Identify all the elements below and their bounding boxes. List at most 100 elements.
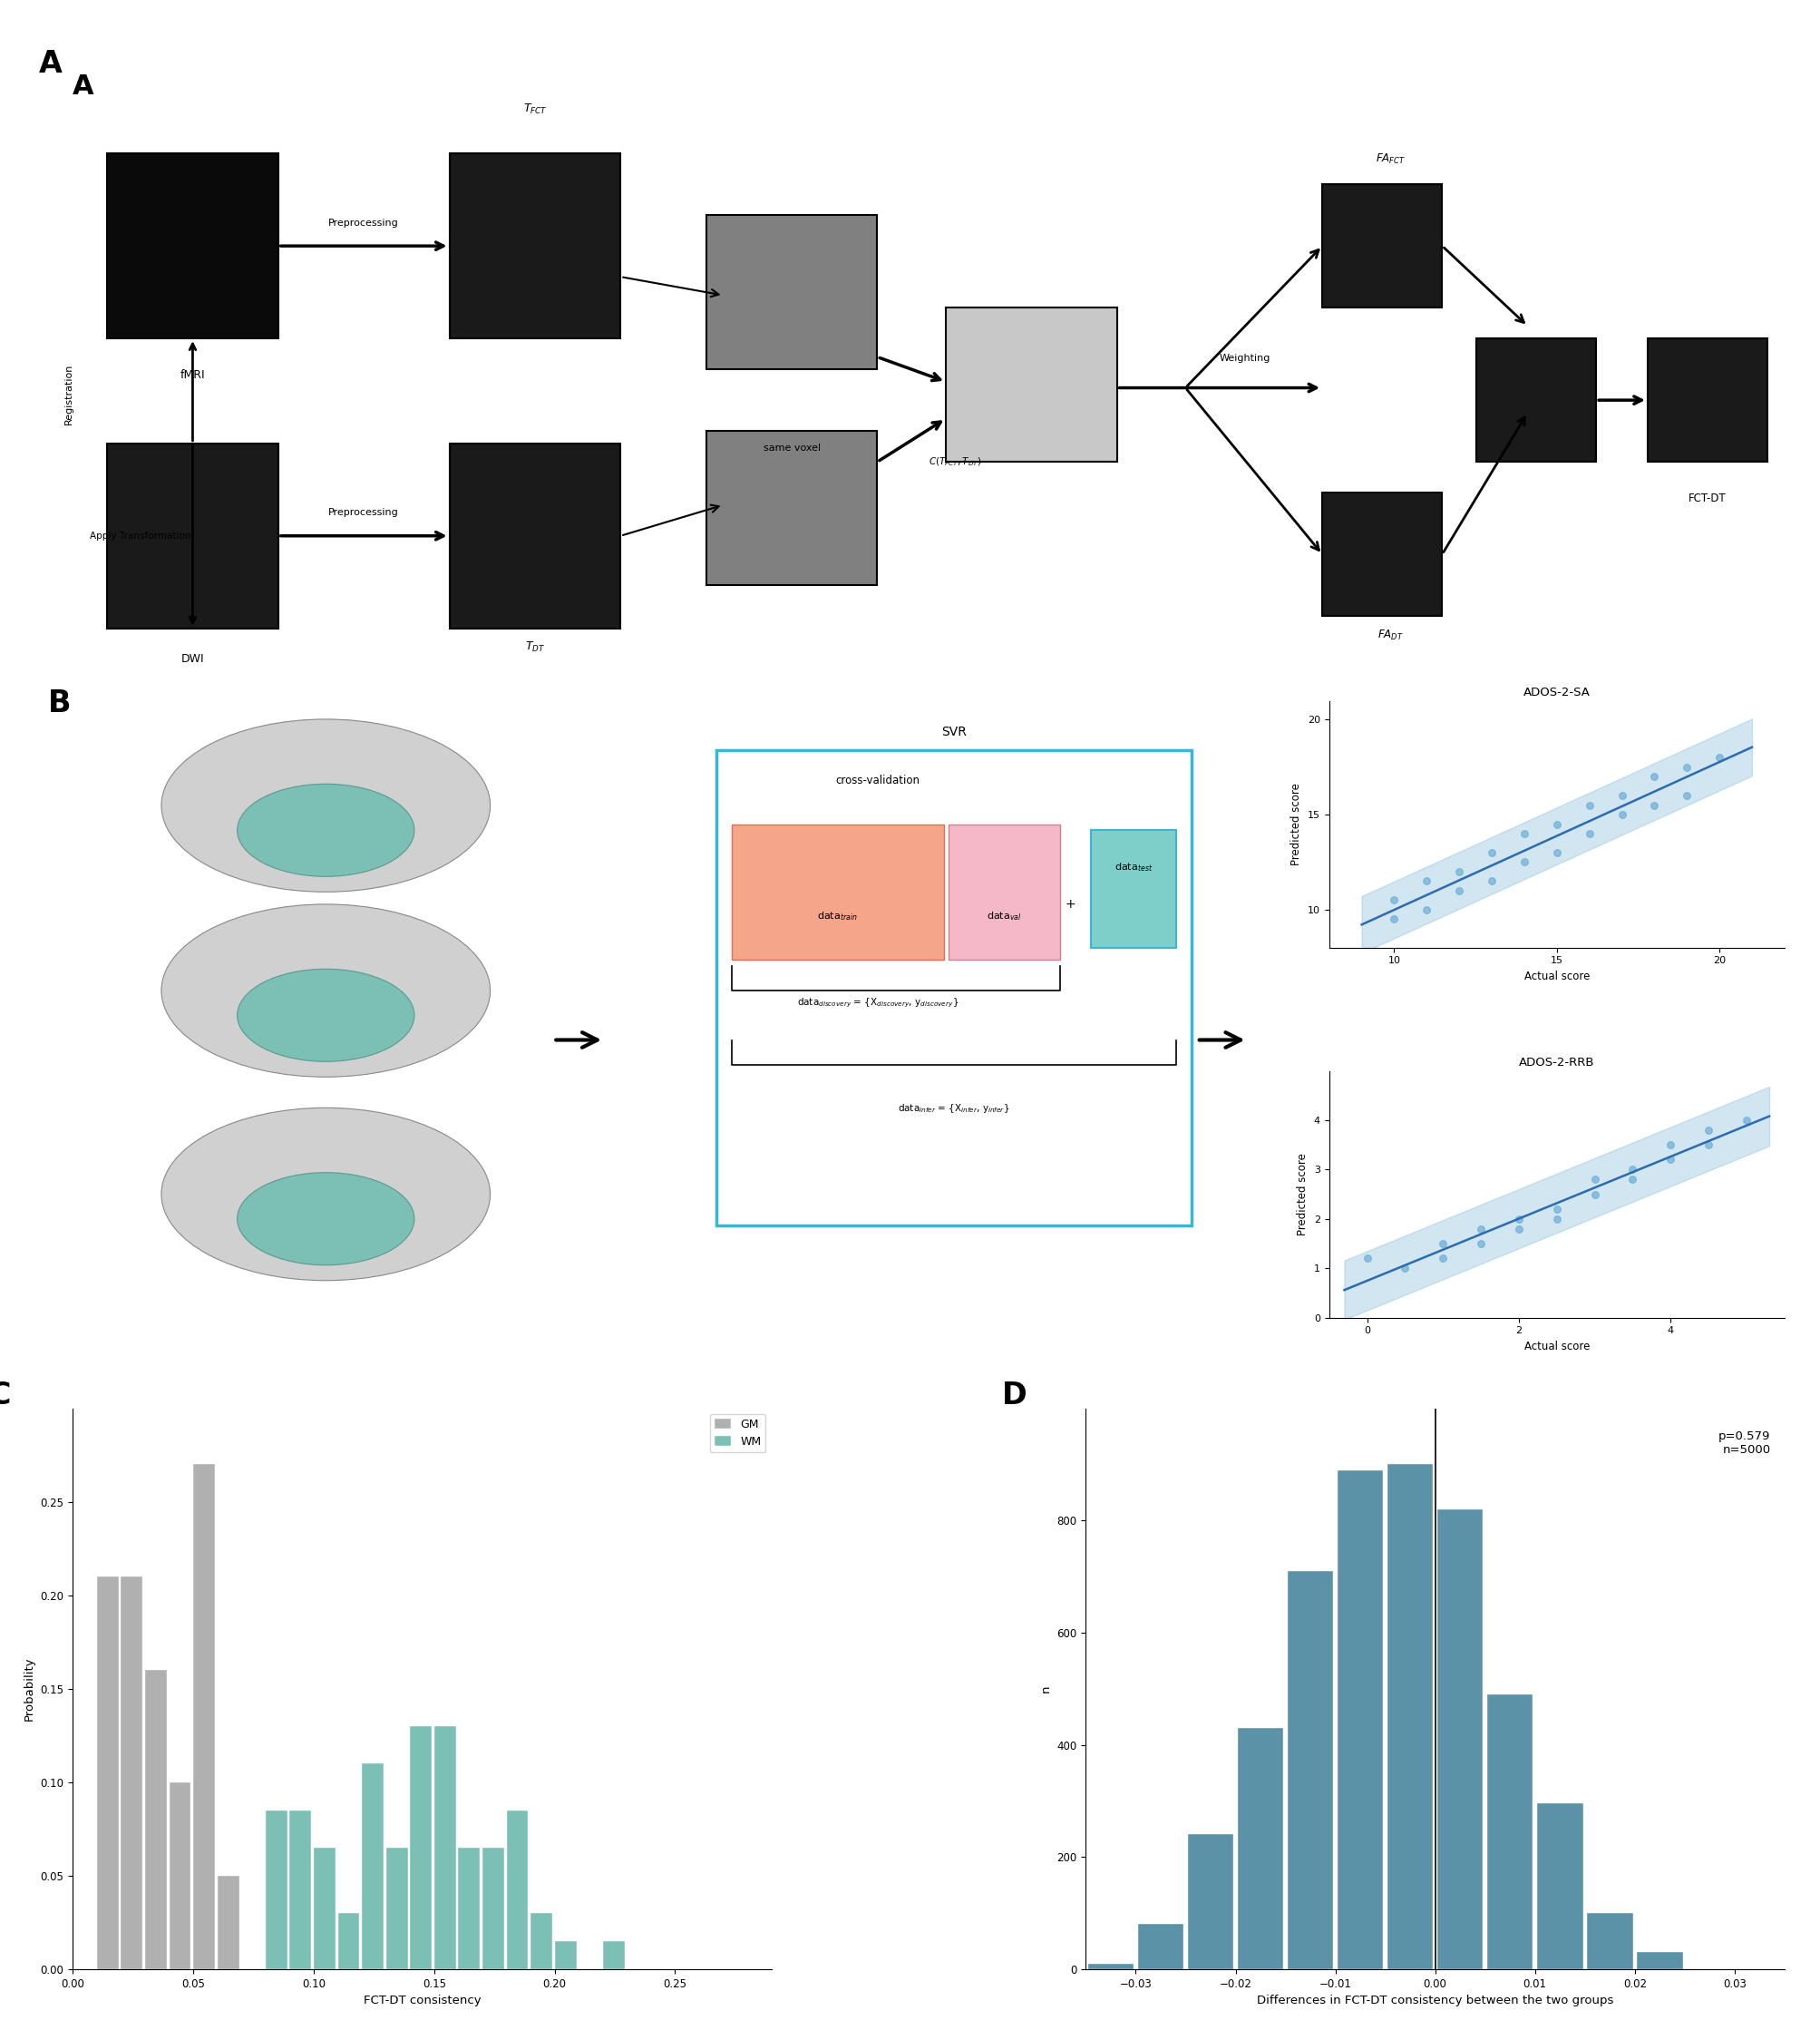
Point [1654,1143,1684,1175]
Point [1542,1202,1571,1234]
FancyBboxPatch shape [706,430,877,585]
Point [1509,818,1538,851]
Point [1693,1129,1722,1161]
Point [1580,1163,1609,1196]
Text: A: A [38,49,62,79]
Bar [96,1577,118,1969]
Text: $FA_{DT}$: $FA_{DT}$ [1378,629,1403,641]
Text: data$_{test}$: data$_{test}$ [1114,861,1152,873]
Text: B: B [47,688,71,719]
Bar [530,1912,551,1969]
Text: cross-validation: cross-validation [835,775,919,786]
Title: ADOS-2-SA: ADOS-2-SA [1523,686,1589,698]
FancyBboxPatch shape [732,824,943,960]
Text: data$_{val}$: data$_{val}$ [986,909,1021,924]
Bar [1436,1508,1481,1969]
X-axis label: Actual score: Actual score [1523,970,1589,983]
FancyBboxPatch shape [1321,185,1441,309]
Point [1412,893,1441,926]
Point [1693,1114,1722,1147]
Point [1618,1153,1647,1186]
Point [1476,836,1505,869]
FancyBboxPatch shape [715,749,1190,1224]
FancyBboxPatch shape [948,824,1059,960]
Point [1618,1163,1647,1196]
Point [1380,883,1409,916]
Text: p=0.579
n=5000: p=0.579 n=5000 [1718,1431,1769,1456]
Ellipse shape [237,1173,415,1265]
Point [1731,1104,1760,1137]
FancyBboxPatch shape [1321,493,1441,615]
Legend: GM, WM: GM, WM [710,1415,766,1451]
FancyBboxPatch shape [450,443,621,629]
Y-axis label: Predicted score: Predicted score [1290,784,1301,865]
Point [1640,790,1669,822]
Bar [169,1782,191,1969]
Point [1390,1253,1420,1285]
Ellipse shape [237,784,415,877]
Bar [1536,1805,1582,1969]
Title: ADOS-2-RRB: ADOS-2-RRB [1518,1058,1594,1068]
Point [1607,780,1636,812]
Point [1704,741,1733,773]
Bar [1387,1464,1432,1969]
Point [1412,865,1441,897]
Point [1542,808,1571,840]
Point [1574,790,1603,822]
Bar [602,1941,624,1969]
Text: FCT-DT: FCT-DT [1687,493,1725,505]
Bar [386,1847,408,1969]
Y-axis label: Probability: Probability [24,1656,35,1721]
Text: Preprocessing: Preprocessing [328,219,399,227]
Y-axis label: Predicted score: Predicted score [1296,1153,1309,1236]
Point [1580,1177,1609,1210]
Bar [1087,1963,1134,1969]
Bar [1138,1924,1183,1969]
Text: same voxel: same voxel [763,443,821,453]
FancyBboxPatch shape [107,443,278,629]
Point [1380,903,1409,936]
Text: SVR: SVR [941,725,966,739]
Ellipse shape [162,719,490,891]
Point [1640,761,1669,794]
Bar [362,1764,384,1969]
Point [1427,1242,1456,1275]
Point [1607,798,1636,830]
Bar [482,1847,504,1969]
Text: $T_{FCT}$: $T_{FCT}$ [522,104,546,116]
Bar [1287,1571,1332,1969]
FancyBboxPatch shape [107,154,278,339]
Bar [120,1577,142,1969]
Point [1671,780,1700,812]
Bar [555,1941,577,1969]
X-axis label: Actual score: Actual score [1523,1340,1589,1352]
Bar [433,1726,455,1969]
Bar [1187,1835,1232,1969]
Point [1476,865,1505,897]
Text: data$_{discovery}$ = {X$_{discovery}$, y$_{discovery}$}: data$_{discovery}$ = {X$_{discovery}$, y… [797,997,959,1009]
Point [1542,836,1571,869]
Text: A: A [73,73,95,99]
Bar [193,1464,215,1969]
Y-axis label: n: n [1039,1685,1052,1693]
X-axis label: FCT-DT consistency: FCT-DT consistency [364,1995,480,2006]
Point [1654,1129,1684,1161]
Text: fMRI: fMRI [180,369,206,382]
Text: $C(T_{FCT},T_{DT})$: $C(T_{FCT},T_{DT})$ [928,455,981,469]
Ellipse shape [162,903,490,1078]
Text: Weighting: Weighting [1219,353,1270,363]
Bar [1636,1953,1682,1969]
Ellipse shape [162,1108,490,1281]
Text: $FA_{FCT}$: $FA_{FCT}$ [1376,152,1405,166]
Text: Registration: Registration [64,363,73,424]
X-axis label: Differences in FCT-DT consistency between the two groups: Differences in FCT-DT consistency betwee… [1256,1995,1613,2006]
Point [1671,751,1700,784]
Text: data$_{infer}$ = {X$_{infer}$, y$_{infer}$}: data$_{infer}$ = {X$_{infer}$, y$_{infer… [897,1102,1010,1114]
Bar [1487,1695,1532,1969]
Bar [217,1876,238,1969]
Point [1465,1228,1494,1261]
Point [1427,1228,1456,1261]
Text: DWI: DWI [180,654,204,666]
Text: $T_{DT}$: $T_{DT}$ [524,641,544,654]
Bar [1238,1728,1283,1969]
